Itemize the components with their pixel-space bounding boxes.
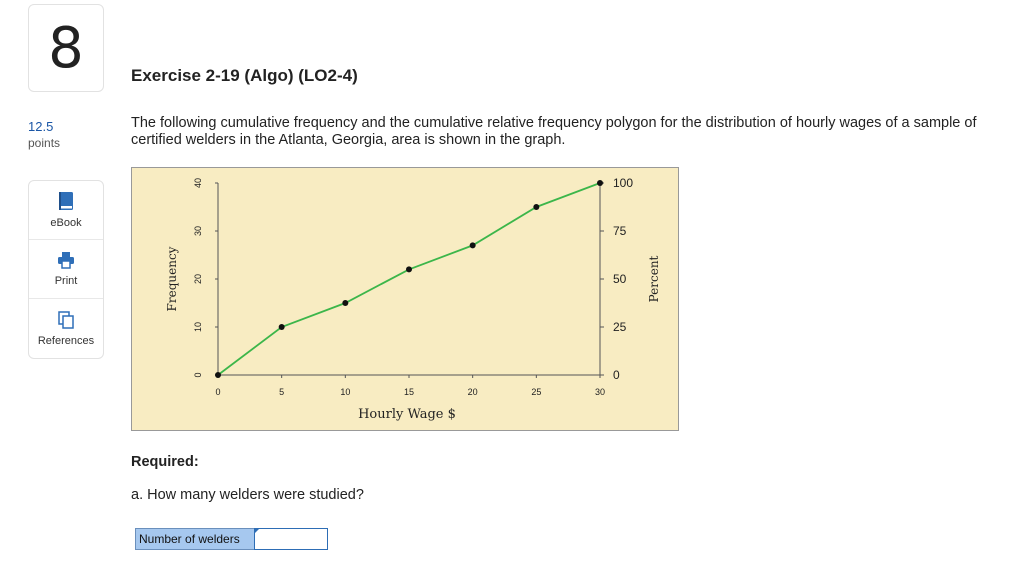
x-tick-label: 25 <box>531 387 541 397</box>
chart-background <box>131 167 679 431</box>
y-tick-label: 0 <box>193 372 203 377</box>
question-prompt: The following cumulative frequency and t… <box>131 115 977 148</box>
x-tick-label: 10 <box>340 387 350 397</box>
y2-tick-label: 25 <box>613 320 627 334</box>
part-a-question: a. How many welders were studied? <box>131 487 364 503</box>
points-unit: points <box>28 136 61 150</box>
points-value: 12.5 <box>28 119 54 134</box>
y2-axis-label: Percent <box>647 255 661 302</box>
x-tick-label: 5 <box>279 387 284 397</box>
number-of-welders-input[interactable] <box>253 528 328 550</box>
answer-wrap <box>253 528 328 550</box>
answer-label: Number of welders <box>135 528 254 550</box>
y2-tick-label: 0 <box>613 368 620 382</box>
data-point <box>406 266 412 273</box>
required-heading: Required: <box>131 454 199 470</box>
y2-tick-label: 50 <box>613 272 627 286</box>
answer-row: Number of welders <box>135 528 328 550</box>
tools-panel: eBook Print References <box>28 180 104 359</box>
data-point <box>278 324 285 330</box>
y-tick-label: 20 <box>193 274 203 284</box>
y-tick-label: 40 <box>193 178 203 188</box>
data-point <box>215 372 221 378</box>
points-box: 12.5 points <box>28 119 60 151</box>
chart-svg: 0 5 10 15 20 25 30 0 10 20 30 40 0 25 50 75 100 Hourly W… <box>131 167 679 431</box>
x-tick-label: 20 <box>468 387 478 397</box>
print-label: Print <box>54 275 78 287</box>
ebook-button[interactable]: eBook <box>29 181 103 240</box>
print-button[interactable]: Print <box>29 240 103 299</box>
data-point <box>342 300 349 306</box>
x-axis-label: Hourly Wage $ <box>358 407 456 422</box>
y2-tick-label: 100 <box>613 176 633 190</box>
y-tick-label: 10 <box>193 322 203 332</box>
x-tick-label: 30 <box>595 387 605 397</box>
data-point <box>533 204 540 210</box>
references-icon <box>58 310 74 329</box>
printer-icon <box>58 252 74 269</box>
x-tick-label: 0 <box>215 387 220 397</box>
y-tick-label: 30 <box>193 226 203 236</box>
x-tick-label: 15 <box>404 387 414 397</box>
question-number: 8 <box>28 4 104 92</box>
data-point <box>469 242 476 249</box>
data-point <box>597 180 603 186</box>
frequency-polygon-chart: 0 5 10 15 20 25 30 0 10 20 30 40 0 25 50 75 100 Hourly W… <box>131 167 679 431</box>
references-label: References <box>37 334 95 347</box>
y-axis-label: Frequency <box>165 246 179 311</box>
exercise-title: Exercise 2-19 (Algo) (LO2-4) <box>131 66 358 85</box>
book-icon <box>59 192 73 210</box>
y2-tick-label: 75 <box>613 224 627 238</box>
references-button[interactable]: References <box>29 299 103 358</box>
ebook-label: eBook <box>50 217 82 229</box>
